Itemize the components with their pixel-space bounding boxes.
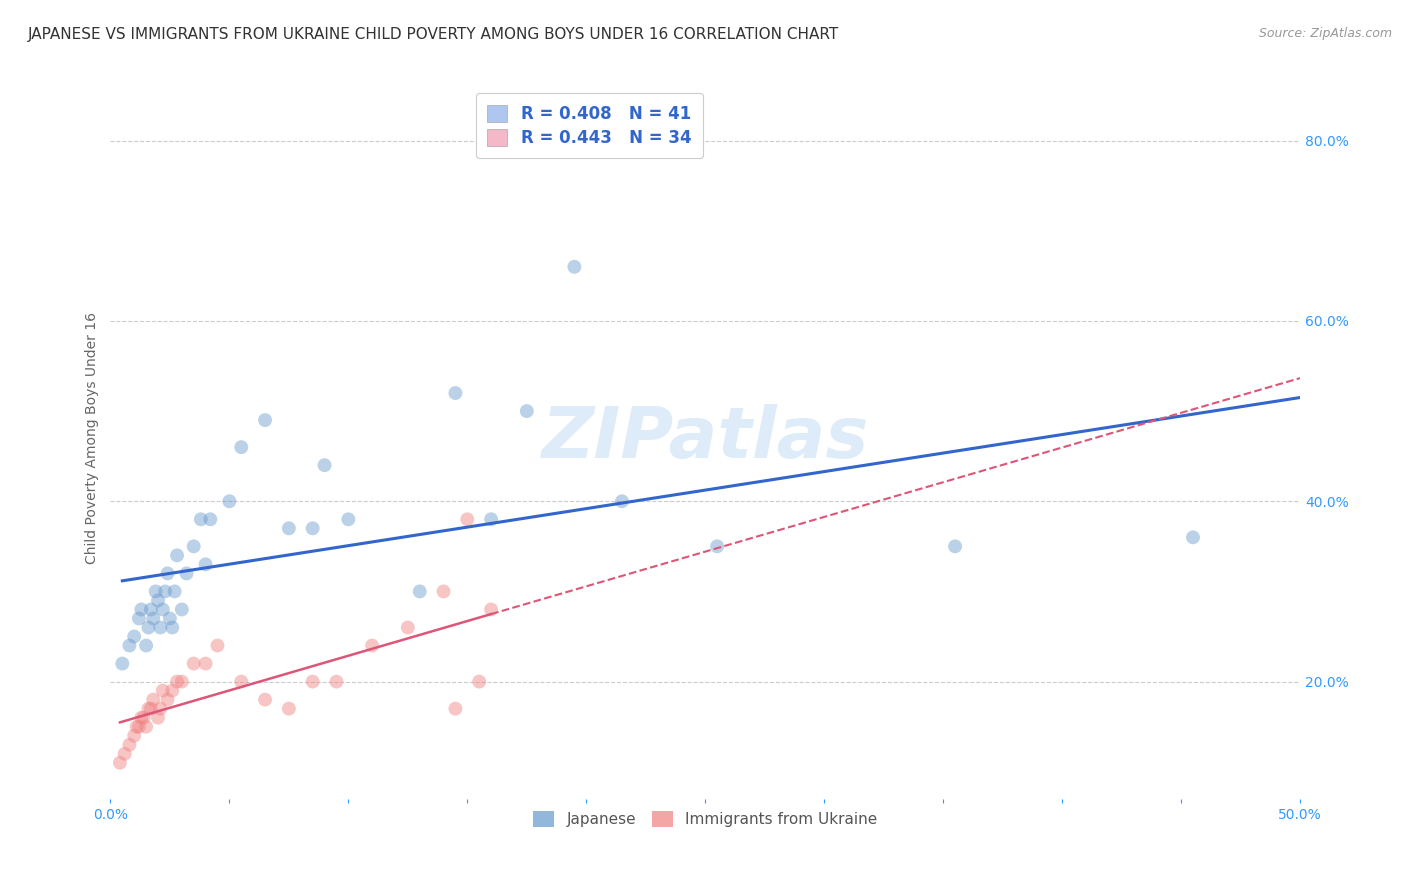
Point — [135, 720, 157, 734]
Point — [314, 458, 336, 473]
Point — [166, 674, 188, 689]
Point — [444, 386, 467, 401]
Point — [138, 620, 160, 634]
Point — [190, 512, 212, 526]
Point — [163, 584, 186, 599]
Point — [254, 413, 277, 427]
Point — [231, 440, 253, 454]
Point — [943, 539, 966, 553]
Point — [444, 701, 467, 715]
Point — [361, 639, 384, 653]
Point — [142, 692, 165, 706]
Point — [432, 584, 454, 599]
Point — [125, 720, 148, 734]
Point — [277, 701, 299, 715]
Text: Source: ZipAtlas.com: Source: ZipAtlas.com — [1258, 27, 1392, 40]
Point — [114, 747, 136, 761]
Point — [231, 674, 253, 689]
Point — [156, 692, 179, 706]
Point — [207, 639, 229, 653]
Point — [166, 549, 188, 563]
Point — [128, 611, 150, 625]
Point — [149, 701, 172, 715]
Point — [122, 630, 145, 644]
Point — [479, 512, 502, 526]
Point — [131, 602, 153, 616]
Point — [146, 593, 169, 607]
Point — [468, 674, 491, 689]
Point — [152, 602, 174, 616]
Point — [254, 692, 277, 706]
Point — [194, 657, 217, 671]
Point — [162, 683, 184, 698]
Point — [118, 639, 141, 653]
Point — [516, 404, 538, 418]
Point — [128, 720, 150, 734]
Point — [118, 738, 141, 752]
Point — [122, 729, 145, 743]
Point — [706, 539, 728, 553]
Point — [149, 620, 172, 634]
Point — [162, 620, 184, 634]
Point — [142, 611, 165, 625]
Point — [218, 494, 240, 508]
Text: JAPANESE VS IMMIGRANTS FROM UKRAINE CHILD POVERTY AMONG BOYS UNDER 16 CORRELATIO: JAPANESE VS IMMIGRANTS FROM UKRAINE CHIL… — [28, 27, 839, 42]
Point — [139, 701, 162, 715]
Point — [146, 711, 169, 725]
Point — [194, 558, 217, 572]
Point — [200, 512, 222, 526]
Point — [152, 683, 174, 698]
Point — [610, 494, 633, 508]
Point — [183, 539, 205, 553]
Point — [176, 566, 198, 581]
Point — [277, 521, 299, 535]
Point — [138, 701, 160, 715]
Point — [111, 657, 134, 671]
Point — [139, 602, 162, 616]
Point — [1182, 530, 1205, 544]
Point — [153, 584, 176, 599]
Y-axis label: Child Poverty Among Boys Under 16: Child Poverty Among Boys Under 16 — [86, 312, 100, 564]
Point — [456, 512, 478, 526]
Point — [337, 512, 360, 526]
Point — [132, 711, 155, 725]
Point — [170, 602, 193, 616]
Text: ZIPatlas: ZIPatlas — [541, 404, 869, 473]
Point — [564, 260, 586, 274]
Point — [156, 566, 179, 581]
Point — [301, 674, 323, 689]
Point — [479, 602, 502, 616]
Point — [159, 611, 181, 625]
Legend: Japanese, Immigrants from Ukraine: Japanese, Immigrants from Ukraine — [526, 803, 884, 835]
Point — [409, 584, 432, 599]
Point — [108, 756, 131, 770]
Point — [301, 521, 323, 535]
Point — [170, 674, 193, 689]
Point — [183, 657, 205, 671]
Point — [131, 711, 153, 725]
Point — [145, 584, 167, 599]
Point — [396, 620, 419, 634]
Point — [325, 674, 347, 689]
Point — [135, 639, 157, 653]
